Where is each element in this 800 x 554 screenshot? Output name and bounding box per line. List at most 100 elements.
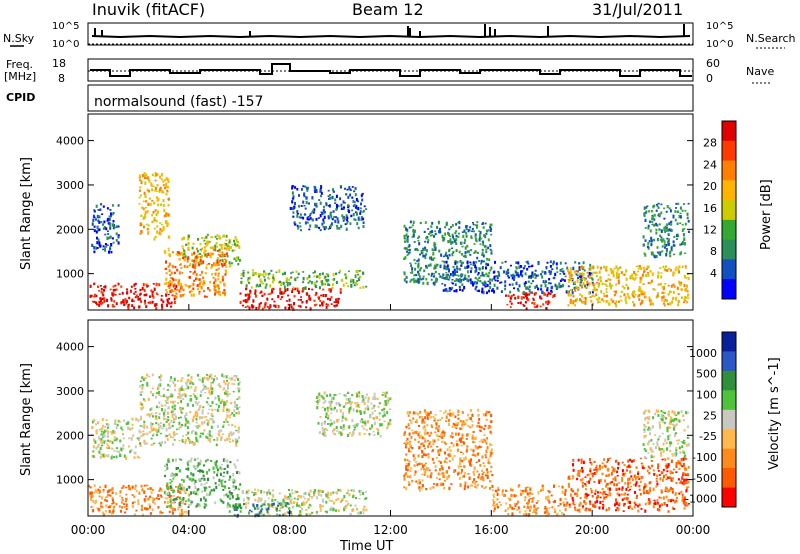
velocity-cell-4 [251, 491, 254, 494]
velocity-cell-6 [385, 403, 388, 406]
velocity-cell-7 [472, 440, 475, 444]
velocity-cell-8 [526, 486, 529, 489]
velocity-cell-0 [115, 455, 118, 459]
power-cell-12 [656, 251, 659, 254]
power-cell-7 [307, 216, 310, 218]
velocity-cell-4 [281, 501, 284, 506]
power-cell-7 [330, 222, 333, 226]
power-cell-2 [199, 243, 202, 246]
velocity-cell-7 [427, 453, 430, 456]
power-cell-4 [200, 281, 203, 284]
velocity-cell-7 [429, 411, 432, 414]
velocity-cell-1 [146, 373, 149, 377]
power-cell-6 [345, 276, 348, 280]
power-cell-6 [264, 272, 267, 276]
velocity-cell-1 [154, 416, 157, 420]
velocity-cell-8 [554, 500, 556, 503]
power-cell-7 [315, 204, 318, 208]
power-cell-8 [448, 269, 450, 273]
power-cell-7 [329, 212, 332, 215]
velocity-cell-7 [439, 435, 442, 438]
velocity-cell-3 [175, 467, 178, 470]
velocity-cell-3 [228, 479, 231, 481]
power-cell-1 [138, 174, 141, 178]
power-cell-6 [315, 280, 318, 283]
velocity-cell-8 [545, 507, 548, 512]
power-colorbar-tick-4: 12 [703, 224, 717, 237]
velocity-cell-7 [418, 479, 421, 483]
velocity-cell-1 [196, 414, 199, 418]
power-cell-8 [442, 255, 445, 258]
power-cell-0 [105, 246, 108, 248]
power-cell-8 [434, 230, 437, 232]
velocity-cell-6 [331, 397, 333, 401]
power-cell-12 [650, 242, 653, 247]
velocity-cell-6 [333, 428, 336, 431]
power-cell-12 [665, 253, 668, 257]
power-cell-3 [89, 294, 92, 298]
power-cell-6 [296, 276, 299, 279]
velocity-cell-4 [253, 492, 256, 495]
velocity-cell-6 [351, 434, 354, 437]
velocity-cell-1 [173, 413, 176, 416]
power-cell-3 [111, 303, 114, 307]
velocity-cell-7 [484, 440, 487, 443]
power-cell-8 [475, 282, 478, 285]
velocity-cell-7 [411, 479, 414, 483]
velocity-cell-4 [259, 499, 262, 503]
velocity-cell-4 [307, 498, 310, 501]
power-cell-1 [167, 186, 169, 189]
power-cell-11 [625, 283, 628, 287]
velocity-cell-5 [260, 509, 263, 513]
power-cell-12 [670, 220, 673, 223]
power-cell-7 [338, 227, 341, 230]
velocity-cell-8 [564, 492, 567, 496]
velocity-cell-6 [321, 426, 324, 430]
velocity-cell-2 [134, 501, 136, 504]
power-cell-11 [569, 277, 572, 280]
velocity-cell-4 [362, 491, 365, 496]
power-cell-11 [639, 289, 642, 293]
velocity-cell-6 [325, 415, 327, 419]
power-cell-6 [355, 270, 358, 274]
power-cell-4 [165, 281, 168, 285]
power-cell-2 [218, 248, 221, 251]
velocity-cell-1 [162, 411, 165, 416]
velocity-cell-3 [172, 501, 175, 505]
power-cell-5 [269, 304, 272, 308]
power-cell-7 [309, 224, 312, 228]
velocity-cell-7 [438, 425, 440, 428]
power-cell-4 [182, 258, 185, 261]
velocity-cell-6 [358, 405, 361, 408]
velocity-cell-3 [233, 463, 236, 466]
power-cell-7 [322, 221, 325, 224]
power-cell-4 [199, 259, 202, 263]
velocity-cell-7 [437, 429, 440, 431]
power-cell-11 [672, 283, 675, 286]
power-cell-0 [110, 212, 112, 216]
power-cell-8 [457, 235, 460, 238]
power-cell-2 [228, 248, 231, 251]
power-cell-10 [528, 285, 531, 289]
power-cell-2 [183, 259, 186, 262]
power-cell-8 [480, 262, 483, 265]
power-cell-10 [530, 274, 533, 278]
power-cell-0 [93, 229, 96, 233]
velocity-cell-6 [383, 392, 386, 396]
velocity-cell-1 [238, 387, 241, 390]
power-cell-10 [507, 268, 510, 271]
power-cell-0 [115, 225, 118, 229]
power-cell-12 [650, 236, 653, 240]
power-cell-9 [549, 292, 552, 295]
power-cell-7 [346, 219, 348, 222]
power-cell-1 [139, 194, 142, 197]
velocity-cell-7 [480, 426, 483, 429]
velocity-cell-3 [220, 467, 223, 471]
power-cell-11 [601, 298, 604, 301]
velocity-cell-7 [437, 430, 440, 433]
power-cell-11 [685, 288, 688, 290]
velocity-cell-7 [437, 449, 440, 453]
velocity-cell-4 [289, 500, 292, 504]
power-cell-8 [424, 249, 427, 251]
power-cell-8 [479, 231, 482, 234]
